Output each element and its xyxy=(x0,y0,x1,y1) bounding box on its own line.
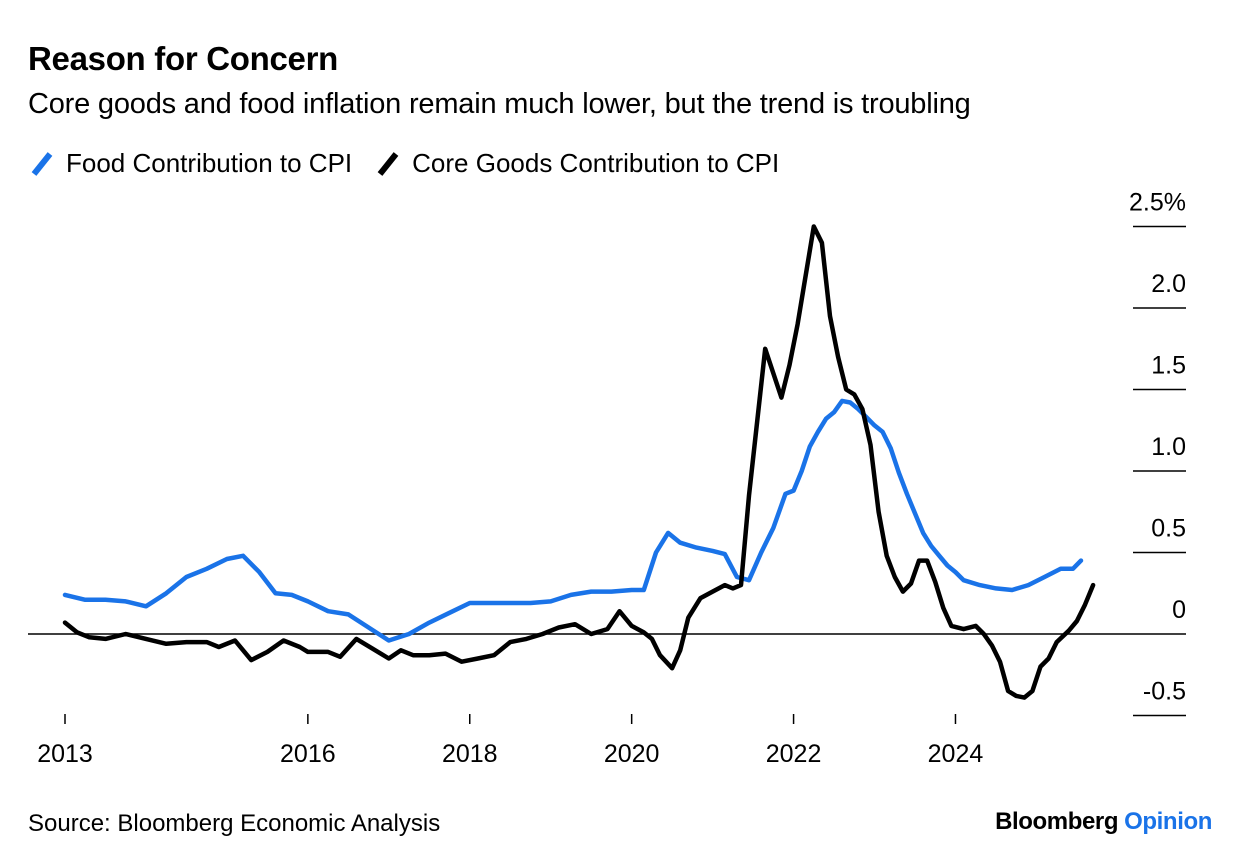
x-axis: 2013 2016 2018 2020 2022 2024 xyxy=(37,714,983,768)
legend-item-core-goods: Core Goods Contribution to CPI xyxy=(374,146,779,180)
series-line-core-goods xyxy=(62,224,1096,700)
brand-accent: Opinion xyxy=(1124,808,1212,835)
series-lines xyxy=(62,224,1096,700)
y-tick-label: 1.5 xyxy=(1151,352,1186,380)
legend-item-food: Food Contribution to CPI xyxy=(28,146,352,180)
x-tick-label: 2020 xyxy=(604,740,660,768)
x-tick-label: 2016 xyxy=(280,740,336,768)
legend-label-food: Food Contribution to CPI xyxy=(66,147,353,178)
y-tick-label: -0.5 xyxy=(1143,678,1186,706)
y-tick-label: 0 xyxy=(1172,596,1186,624)
y-tick-label: 2.5% xyxy=(1129,189,1186,217)
y-tick-label: 1.0 xyxy=(1151,433,1186,461)
chart-legend: Food Contribution to CPI Core Goods Cont… xyxy=(28,146,801,180)
x-tick-label: 2022 xyxy=(766,740,822,768)
y-tick-labels: 2.5% 2.0 1.5 1.0 0.5 0 -0.5 xyxy=(1129,189,1186,706)
source-note: Source: Bloomberg Economic Analysis xyxy=(28,810,441,837)
x-tick-label: 2013 xyxy=(37,740,93,768)
brand-logo: Bloomberg Opinion xyxy=(995,808,1212,836)
legend-label-core-goods: Core Goods Contribution to CPI xyxy=(412,147,780,178)
x-tick-label: 2024 xyxy=(928,740,984,768)
y-tick-label: 0.5 xyxy=(1151,515,1186,543)
y-tick-label: 2.0 xyxy=(1151,270,1186,298)
brand-main: Bloomberg xyxy=(995,808,1119,835)
x-tick-label: 2018 xyxy=(442,740,498,768)
chart-title: Reason for Concern xyxy=(28,40,338,77)
y-gridlines xyxy=(28,225,1186,717)
chart-subtitle: Core goods and food inflation remain muc… xyxy=(28,88,971,120)
series-line-food xyxy=(62,398,1084,643)
legend-swatch-food xyxy=(31,152,53,176)
legend-swatch-core-goods xyxy=(377,152,399,176)
